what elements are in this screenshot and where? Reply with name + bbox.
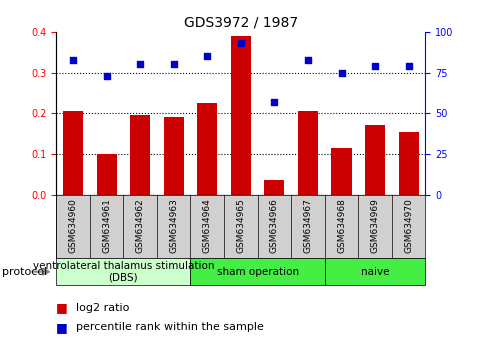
Text: protocol: protocol bbox=[2, 267, 48, 277]
Text: GSM634966: GSM634966 bbox=[269, 198, 278, 253]
Text: GSM634970: GSM634970 bbox=[403, 198, 412, 253]
Text: GSM634965: GSM634965 bbox=[236, 198, 245, 253]
Bar bbox=[197, 103, 217, 195]
Text: GSM634961: GSM634961 bbox=[102, 198, 111, 253]
FancyBboxPatch shape bbox=[56, 258, 190, 285]
Text: GSM634968: GSM634968 bbox=[336, 198, 346, 253]
Bar bbox=[230, 36, 250, 195]
Bar bbox=[297, 111, 317, 195]
Point bbox=[169, 62, 177, 67]
Title: GDS3972 / 1987: GDS3972 / 1987 bbox=[183, 15, 297, 29]
Point bbox=[404, 63, 412, 69]
Text: naive: naive bbox=[360, 267, 388, 277]
Bar bbox=[163, 118, 183, 195]
Bar bbox=[331, 148, 351, 195]
Text: sham operation: sham operation bbox=[216, 267, 298, 277]
Point bbox=[102, 73, 110, 79]
Text: GSM634960: GSM634960 bbox=[68, 198, 78, 253]
Text: percentile rank within the sample: percentile rank within the sample bbox=[76, 322, 263, 332]
Bar bbox=[264, 181, 284, 195]
Text: log2 ratio: log2 ratio bbox=[76, 303, 129, 313]
Point bbox=[337, 70, 345, 75]
Bar bbox=[130, 115, 150, 195]
Text: GSM634969: GSM634969 bbox=[370, 198, 379, 253]
Text: GSM634962: GSM634962 bbox=[135, 198, 144, 253]
Bar bbox=[364, 126, 385, 195]
Text: ventrolateral thalamus stimulation
(DBS): ventrolateral thalamus stimulation (DBS) bbox=[33, 261, 214, 282]
Bar bbox=[63, 111, 83, 195]
Point bbox=[136, 62, 144, 67]
Text: GSM634963: GSM634963 bbox=[169, 198, 178, 253]
Bar bbox=[96, 154, 117, 195]
Point bbox=[370, 63, 378, 69]
Point bbox=[203, 53, 211, 59]
FancyBboxPatch shape bbox=[190, 258, 324, 285]
Text: ■: ■ bbox=[56, 321, 68, 334]
Text: GSM634967: GSM634967 bbox=[303, 198, 312, 253]
Point bbox=[304, 57, 311, 62]
FancyBboxPatch shape bbox=[324, 258, 425, 285]
Point bbox=[236, 40, 244, 46]
Point bbox=[69, 57, 77, 62]
Bar bbox=[398, 132, 418, 195]
Point bbox=[270, 99, 278, 105]
Text: ■: ■ bbox=[56, 302, 68, 314]
Text: GSM634964: GSM634964 bbox=[203, 198, 211, 253]
